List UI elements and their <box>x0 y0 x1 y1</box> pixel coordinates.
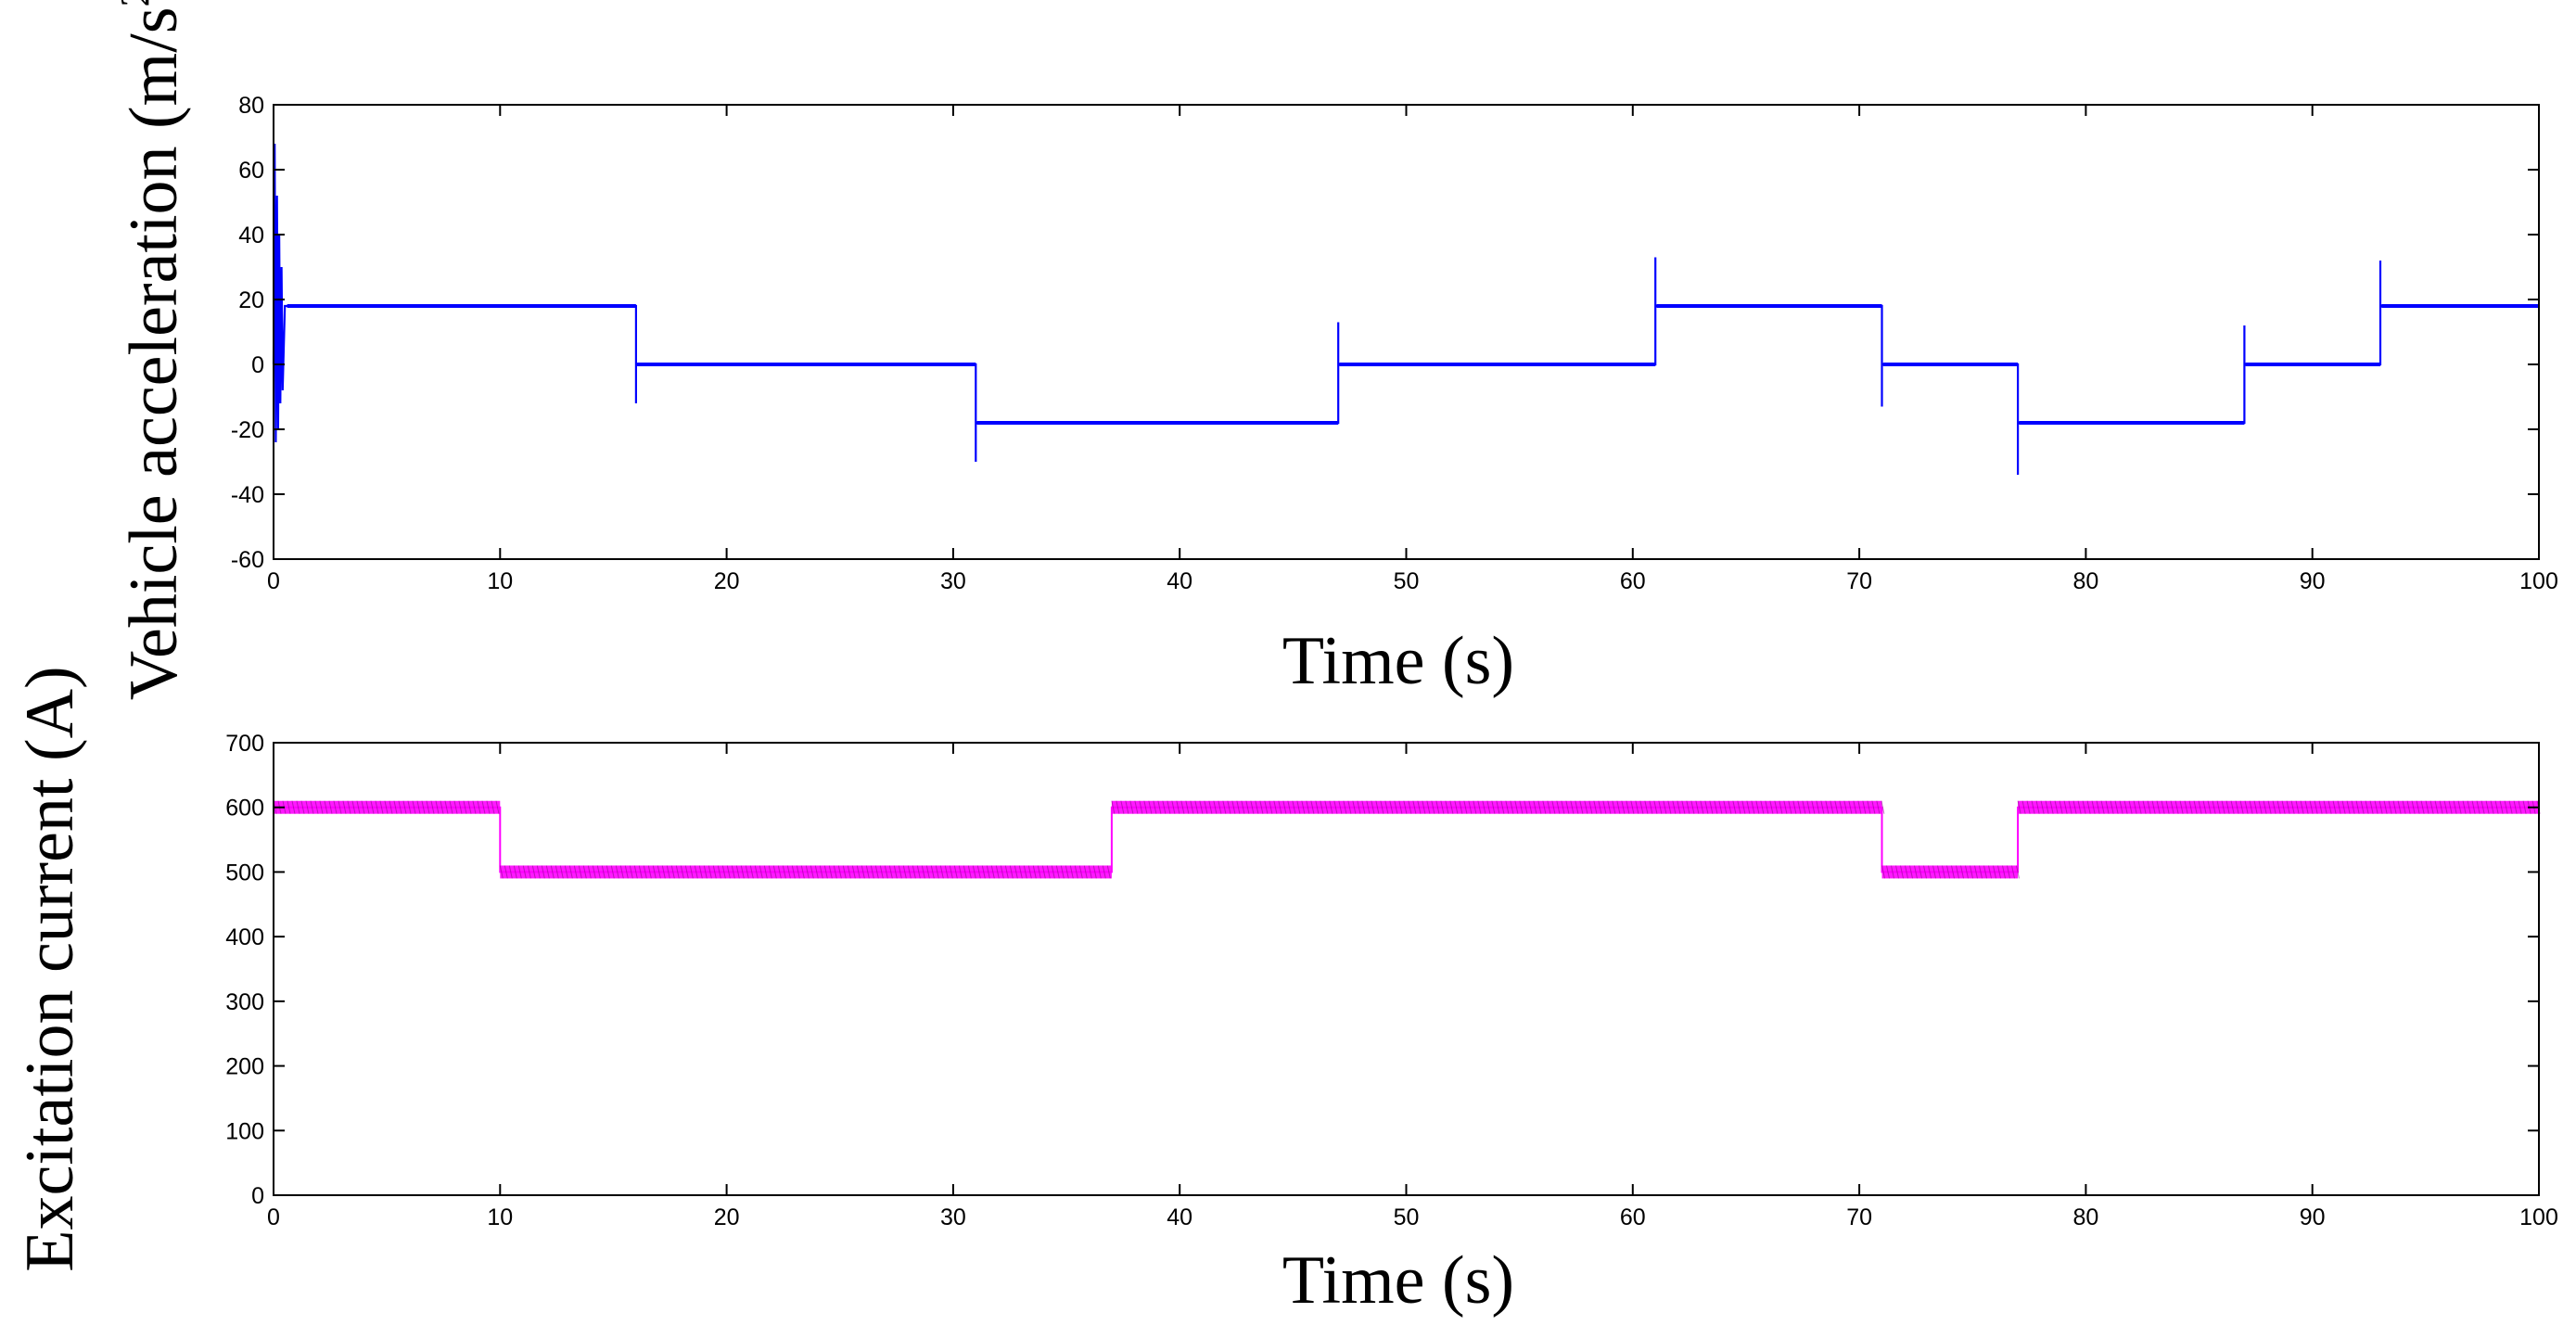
excitation-current-x-tick-label: 90 <box>2300 1204 2326 1230</box>
excitation-current-x-tick-label: 30 <box>940 1204 966 1230</box>
excitation-current-series <box>273 800 2541 1195</box>
acceleration-x-tick-label: 80 <box>2072 568 2098 594</box>
acceleration-x-tick-label: 60 <box>1620 568 1646 594</box>
excitation-current-x-axis-label: Time (s) <box>1282 1242 1514 1319</box>
excitation-current-y-axis-label: Excitation current (A) <box>12 666 88 1271</box>
excitation-current-y-tick-label: 600 <box>225 796 264 822</box>
excitation-current-x-tick-label: 80 <box>2072 1204 2098 1230</box>
excitation-current-x-tick-label: 100 <box>2519 1204 2558 1230</box>
acceleration-noise-band <box>637 363 976 366</box>
acceleration-series <box>272 143 2539 475</box>
acceleration-x-tick-label: 20 <box>714 568 740 594</box>
acceleration-noise-band <box>2245 363 2380 366</box>
excitation-current-line <box>273 806 2539 1195</box>
acceleration-x-axis-label: Time (s) <box>1282 623 1514 699</box>
acceleration-y-tick-label: 60 <box>238 158 264 184</box>
excitation-current-ripple-texture <box>1881 865 2020 879</box>
acceleration-y-tick-label: 40 <box>238 223 264 248</box>
acceleration-noise-band <box>1882 363 2019 366</box>
acceleration-y-tick-label: -20 <box>231 417 264 443</box>
acceleration-noise-band <box>1339 363 1656 366</box>
excitation-current-x-tick-label: 60 <box>1620 1204 1646 1230</box>
acceleration-x-tick-label: 10 <box>487 568 513 594</box>
acceleration-noise-band <box>2019 421 2245 425</box>
acceleration-x-tick-label: 70 <box>1846 568 1872 594</box>
acceleration-y-axis-label: Vehicle acceleration (m/s2) <box>112 0 192 700</box>
acceleration-y-tick-label: 0 <box>251 352 264 378</box>
excitation-current-y-tick-label: 400 <box>225 924 264 950</box>
excitation-current-x-tick-label: 20 <box>714 1204 740 1230</box>
excitation-current-y-tick-label: 100 <box>225 1118 264 1144</box>
excitation-current-ripple-band <box>500 865 1112 879</box>
acceleration-x-tick-label: 0 <box>267 568 280 594</box>
excitation-current-ripple-texture <box>2017 800 2541 814</box>
excitation-current-x-tick-label: 10 <box>487 1204 513 1230</box>
acceleration-plot-frame <box>273 104 2540 560</box>
excitation-current-y-tick-label: 700 <box>225 731 264 757</box>
acceleration-chart: 0 10 20 30 40 50 60 70 80 90 100 -60 -40 -20 0 20 40 60 80… <box>112 0 2558 700</box>
acceleration-y-tick-label: 20 <box>238 287 264 313</box>
acceleration-x-tick-label: 40 <box>1167 568 1192 594</box>
excitation-current-y-tick-label: 200 <box>225 1054 264 1080</box>
acceleration-noise-band <box>976 421 1339 425</box>
excitation-current-ripple-texture <box>499 865 1111 879</box>
acceleration-y-axis-label-main: Vehicle acceleration (m/s <box>116 6 192 700</box>
acceleration-y-tick-label: 80 <box>238 93 264 119</box>
acceleration-noise-band <box>287 304 636 308</box>
acceleration-x-tick-label: 100 <box>2519 568 2558 594</box>
acceleration-x-tick-label: 30 <box>940 568 966 594</box>
excitation-current-x-tick-label: 70 <box>1846 1204 1872 1230</box>
acceleration-y-axis-label-superscript: 2 <box>112 0 158 6</box>
excitation-current-axis-ticks: 0 10 20 30 40 50 60 70 80 90 100 0 100 200 300 400 500 60… <box>225 731 2558 1230</box>
excitation-current-ripple-texture <box>1111 800 1885 814</box>
acceleration-line <box>272 143 2539 475</box>
acceleration-x-tick-label: 90 <box>2300 568 2326 594</box>
excitation-current-y-tick-label: 0 <box>251 1183 264 1209</box>
excitation-current-y-tick-label: 500 <box>225 860 264 886</box>
acceleration-noise-band <box>2381 304 2539 308</box>
acceleration-noise-band <box>1656 304 1882 308</box>
excitation-current-y-tick-label: 300 <box>225 989 264 1015</box>
excitation-current-ripple-band <box>1881 865 2019 879</box>
excitation-current-chart: 0 10 20 30 40 50 60 70 80 90 100 0 100 200 300 400 500 60… <box>12 666 2558 1319</box>
acceleration-y-tick-label: -40 <box>231 482 264 508</box>
acceleration-x-tick-label: 50 <box>1394 568 1420 594</box>
excitation-current-x-tick-label: 50 <box>1394 1204 1420 1230</box>
acceleration-axis-ticks: 0 10 20 30 40 50 60 70 80 90 100 -60 -40 -20 0 20 40 60 80 <box>231 93 2558 594</box>
excitation-current-x-tick-label: 40 <box>1167 1204 1192 1230</box>
acceleration-y-tick-label: -60 <box>231 547 264 573</box>
excitation-current-x-tick-label: 0 <box>267 1204 280 1230</box>
